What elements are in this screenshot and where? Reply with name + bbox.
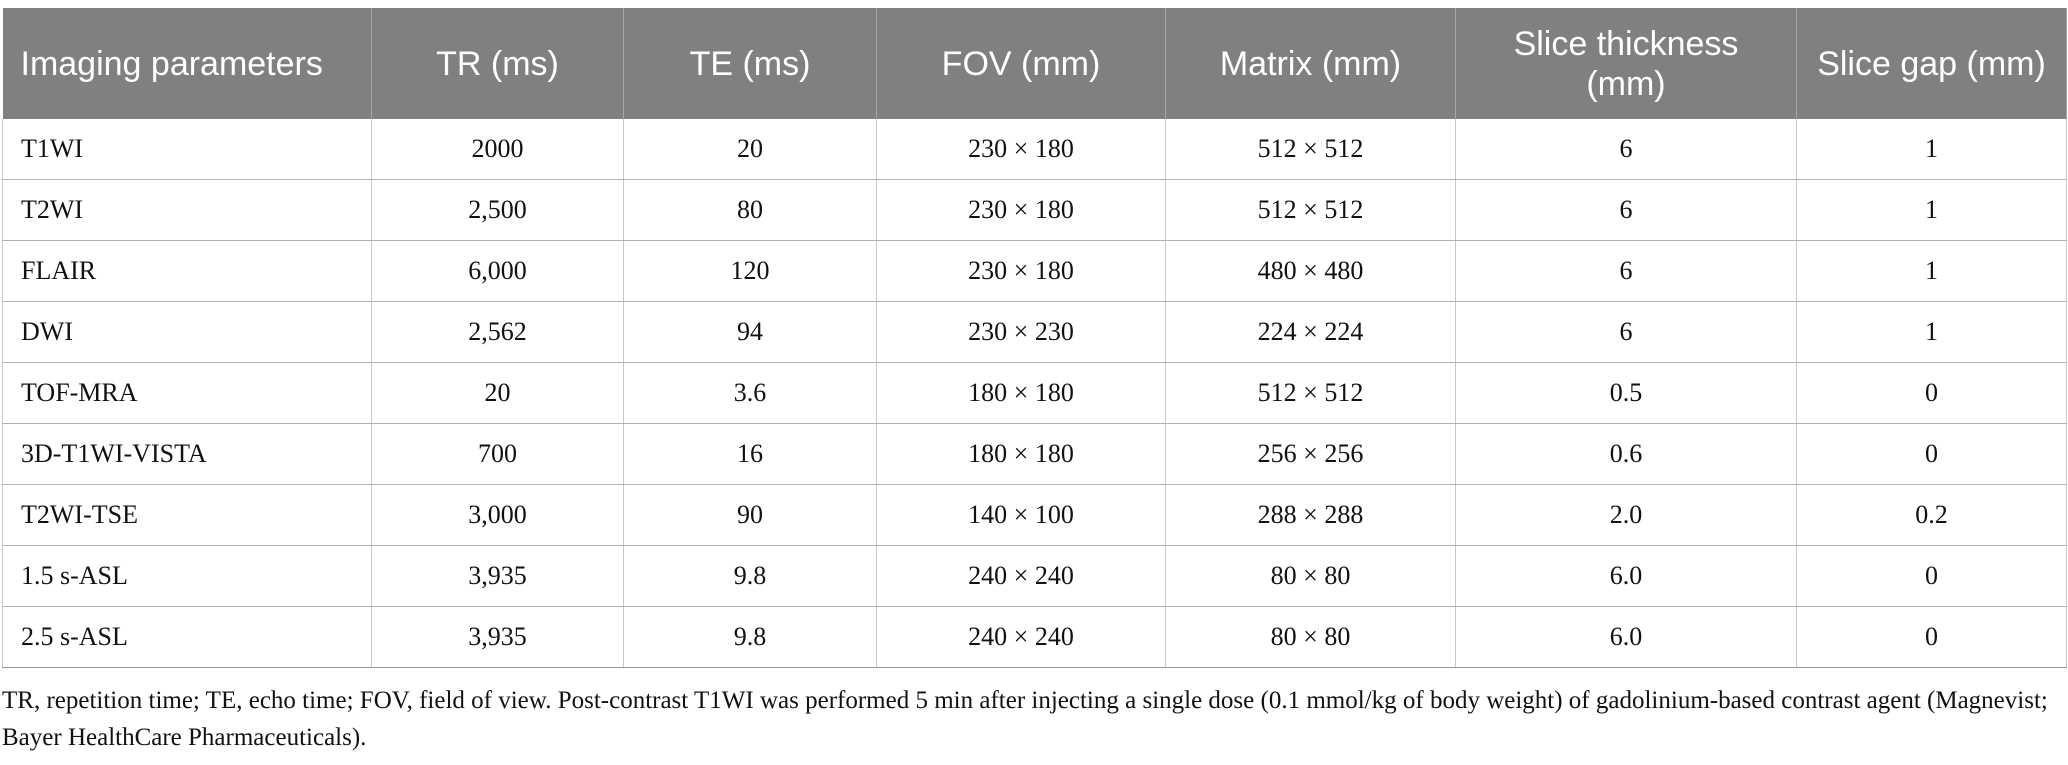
header-row: Imaging parameters TR (ms) TE (ms) FOV (mm)…	[2, 8, 2067, 119]
table-cell: 0.5	[1455, 362, 1797, 424]
table-cell: 20	[623, 119, 877, 180]
table-cell: 0	[1796, 423, 2067, 485]
table-cell: 512 × 512	[1165, 362, 1456, 424]
table-row: T1WI 2000 20 230 × 180 512 × 512 6 1	[2, 119, 2067, 180]
table-cell: 9.8	[623, 545, 877, 607]
table-cell: 2,500	[371, 179, 624, 241]
table-cell: 6.0	[1455, 545, 1797, 607]
table-cell: 230 × 230	[876, 301, 1166, 363]
table-row: TOF-MRA 20 3.6 180 × 180 512 × 512 0.5 0	[2, 362, 2067, 424]
table-cell: 90	[623, 484, 877, 546]
row-label: 1.5 s-ASL	[2, 545, 372, 607]
row-label: FLAIR	[2, 240, 372, 302]
row-label: TOF-MRA	[2, 362, 372, 424]
table-cell: 240 × 240	[876, 545, 1166, 607]
table-header: Imaging parameters TR (ms) TE (ms) FOV (mm)…	[2, 8, 2067, 119]
table-cell: 94	[623, 301, 877, 363]
table-cell: 80	[623, 179, 877, 241]
table-cell: 6	[1455, 179, 1797, 241]
table-cell: 6,000	[371, 240, 624, 302]
header-cell: TE (ms)	[623, 8, 877, 119]
table-row: T2WI-TSE 3,000 90 140 × 100 288 × 288 2.0 0.2	[2, 484, 2067, 546]
table-cell: 16	[623, 423, 877, 485]
table-cell: 80 × 80	[1165, 545, 1456, 607]
row-label: 3D-T1WI-VISTA	[2, 423, 372, 485]
table-cell: 6	[1455, 119, 1797, 180]
table-cell: 224 × 224	[1165, 301, 1456, 363]
table-cell: 120	[623, 240, 877, 302]
row-label: DWI	[2, 301, 372, 363]
table-cell: 6	[1455, 240, 1797, 302]
table-cell: 512 × 512	[1165, 119, 1456, 180]
table-cell: 0	[1796, 606, 2067, 668]
table-cell: 230 × 180	[876, 119, 1166, 180]
table-cell: 20	[371, 362, 624, 424]
table-cell: 512 × 512	[1165, 179, 1456, 241]
table-body: T1WI 2000 20 230 × 180 512 × 512 6 1 T2WI 2,500 8…	[2, 119, 2067, 668]
table-cell: 9.8	[623, 606, 877, 668]
table-cell: 288 × 288	[1165, 484, 1456, 546]
table-cell: 0	[1796, 545, 2067, 607]
header-cell: Matrix (mm)	[1165, 8, 1456, 119]
table-cell: 2.0	[1455, 484, 1797, 546]
table-cell: 480 × 480	[1165, 240, 1456, 302]
table-cell: 3.6	[623, 362, 877, 424]
table-cell: 230 × 180	[876, 179, 1166, 241]
table-cell: 3,935	[371, 606, 624, 668]
footnote: TR, repetition time; TE, echo time; FOV,…	[2, 687, 2048, 751]
header-cell: Imaging parameters	[2, 8, 372, 119]
row-label: T2WI-TSE	[2, 484, 372, 546]
header-cell: TR (ms)	[371, 8, 624, 119]
table-cell: 2,562	[371, 301, 624, 363]
table-cell: 3,000	[371, 484, 624, 546]
table-row: FLAIR 6,000 120 230 × 180 480 × 480 6 1	[2, 240, 2067, 302]
table-cell: 140 × 100	[876, 484, 1166, 546]
table-cell: 3,935	[371, 545, 624, 607]
table-cell: 1	[1796, 240, 2067, 302]
table-row: DWI 2,562 94 230 × 230 224 × 224 6 1	[2, 301, 2067, 363]
table-row: 2.5 s-ASL 3,935 9.8 240 × 240 80 × 80 6.0 0	[2, 606, 2067, 668]
parameter-table: Imaging parameters TR (ms) TE (ms) FOV (mm)…	[2, 8, 2067, 668]
table-cell: 256 × 256	[1165, 423, 1456, 485]
header-cell: FOV (mm)	[876, 8, 1166, 119]
table-cell: 1	[1796, 301, 2067, 363]
table-cell: 180 × 180	[876, 362, 1166, 424]
table-cell: 1	[1796, 119, 2067, 180]
table-row: 3D-T1WI-VISTA 700 16 180 × 180 256 × 256 0.6 0	[2, 423, 2067, 485]
table-cell: 700	[371, 423, 624, 485]
row-label: T2WI	[2, 179, 372, 241]
table-cell: 0.2	[1796, 484, 2067, 546]
table-cell: 0.6	[1455, 423, 1797, 485]
table-row: 1.5 s-ASL 3,935 9.8 240 × 240 80 × 80 6.0 0	[2, 545, 2067, 607]
table-cell: 6.0	[1455, 606, 1797, 668]
table-cell: 0	[1796, 362, 2067, 424]
table-cell: 240 × 240	[876, 606, 1166, 668]
row-label: T1WI	[2, 119, 372, 180]
header-cell: Slice thickness (mm)	[1455, 8, 1797, 119]
table-cell: 230 × 180	[876, 240, 1166, 302]
table-cell: 80 × 80	[1165, 606, 1456, 668]
table-cell: 2000	[371, 119, 624, 180]
row-label: 2.5 s-ASL	[2, 606, 372, 668]
header-cell: Slice gap (mm)	[1796, 8, 2067, 119]
table-cell: 6	[1455, 301, 1797, 363]
table-row: T2WI 2,500 80 230 × 180 512 × 512 6 1	[2, 179, 2067, 241]
table-cell: 180 × 180	[876, 423, 1166, 485]
table-cell: 1	[1796, 179, 2067, 241]
